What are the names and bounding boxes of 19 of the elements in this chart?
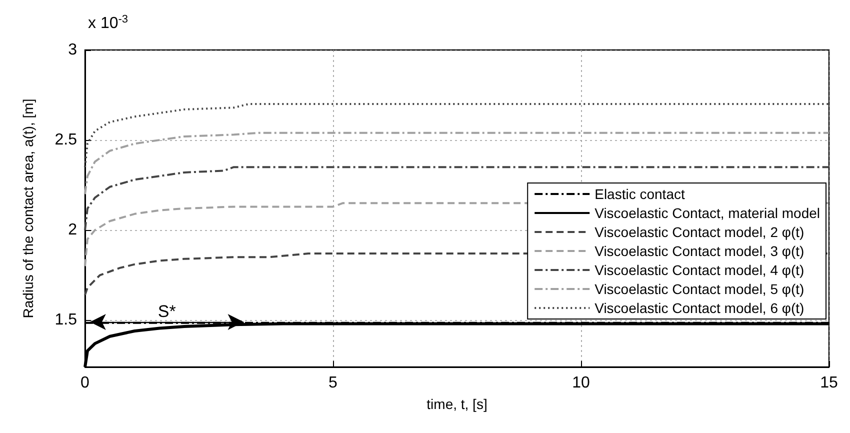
y-axis-title: Radius of the contact area, a(t), [m] [20, 98, 36, 318]
x-tick-label: 5 [328, 374, 338, 392]
legend-label: Viscoelastic Contact model, 2 φ(t) [594, 224, 804, 240]
x-axis-title: time, t, [s] [426, 396, 488, 412]
x-tick-label: 10 [572, 374, 590, 392]
legend-label: Viscoelastic Contact model, 4 φ(t) [594, 262, 804, 278]
legend-label: Elastic contact [594, 186, 685, 202]
legend-label: Viscoelastic Contact, material model [594, 205, 820, 221]
legend-label: Viscoelastic Contact model, 6 φ(t) [594, 300, 804, 316]
y-tick-label: 2.5 [54, 132, 78, 149]
x-tick-label: 0 [80, 374, 90, 392]
y-tick-label: 1.5 [54, 312, 78, 329]
y-tick-label: 2 [68, 222, 78, 239]
line-series [84, 103, 830, 168]
annotation: S* [158, 302, 176, 321]
x-tick-label: 15 [820, 374, 838, 392]
y-tick-label: 3 [68, 42, 78, 58]
legend-label: Viscoelastic Contact model, 5 φ(t) [594, 281, 804, 297]
legend-label: Viscoelastic Contact model, 3 φ(t) [594, 243, 804, 259]
